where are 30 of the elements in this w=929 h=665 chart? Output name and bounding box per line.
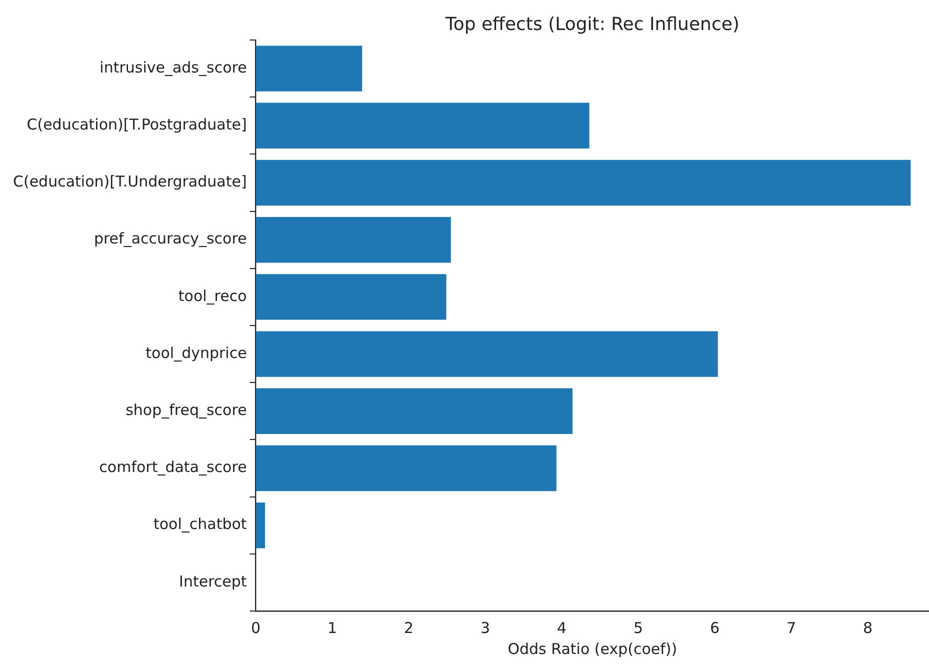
y-tick-label: tool_dynprice [146, 344, 247, 362]
bar [256, 502, 265, 548]
x-tick-label: 6 [710, 618, 720, 637]
x-axis-title: Odds Ratio (exp(coef)) [508, 640, 678, 658]
bar [256, 331, 718, 377]
x-tick-label: 4 [557, 618, 567, 637]
x-tick-label: 8 [863, 618, 873, 637]
y-tick-label: intrusive_ads_score [100, 58, 247, 76]
bar [256, 46, 362, 92]
bar [256, 217, 451, 263]
chart-title: Top effects (Logit: Rec Influence) [444, 14, 740, 35]
y-tick-label: Intercept [179, 572, 247, 590]
bar [256, 102, 590, 148]
x-tick-label: 7 [786, 618, 796, 637]
x-tick-label: 1 [328, 618, 338, 637]
y-tick-label: comfort_data_score [99, 458, 247, 476]
y-tick-label: tool_chatbot [154, 515, 247, 534]
y-tick-label: pref_accuracy_score [94, 230, 247, 248]
x-tick-label: 5 [634, 618, 644, 637]
y-tick-label: shop_freq_score [126, 401, 247, 420]
y-tick-label: tool_reco [178, 286, 247, 305]
bar [256, 388, 573, 434]
bar [256, 445, 556, 492]
bar [256, 274, 446, 320]
x-tick-label: 3 [480, 618, 490, 637]
y-tick-label: C(education)[T.Postgraduate] [26, 116, 247, 134]
bar [256, 160, 911, 206]
x-tick-label: 2 [404, 618, 414, 637]
x-tick-label: 0 [251, 618, 261, 637]
y-tick-label: C(education)[T.Undergraduate] [13, 172, 247, 191]
